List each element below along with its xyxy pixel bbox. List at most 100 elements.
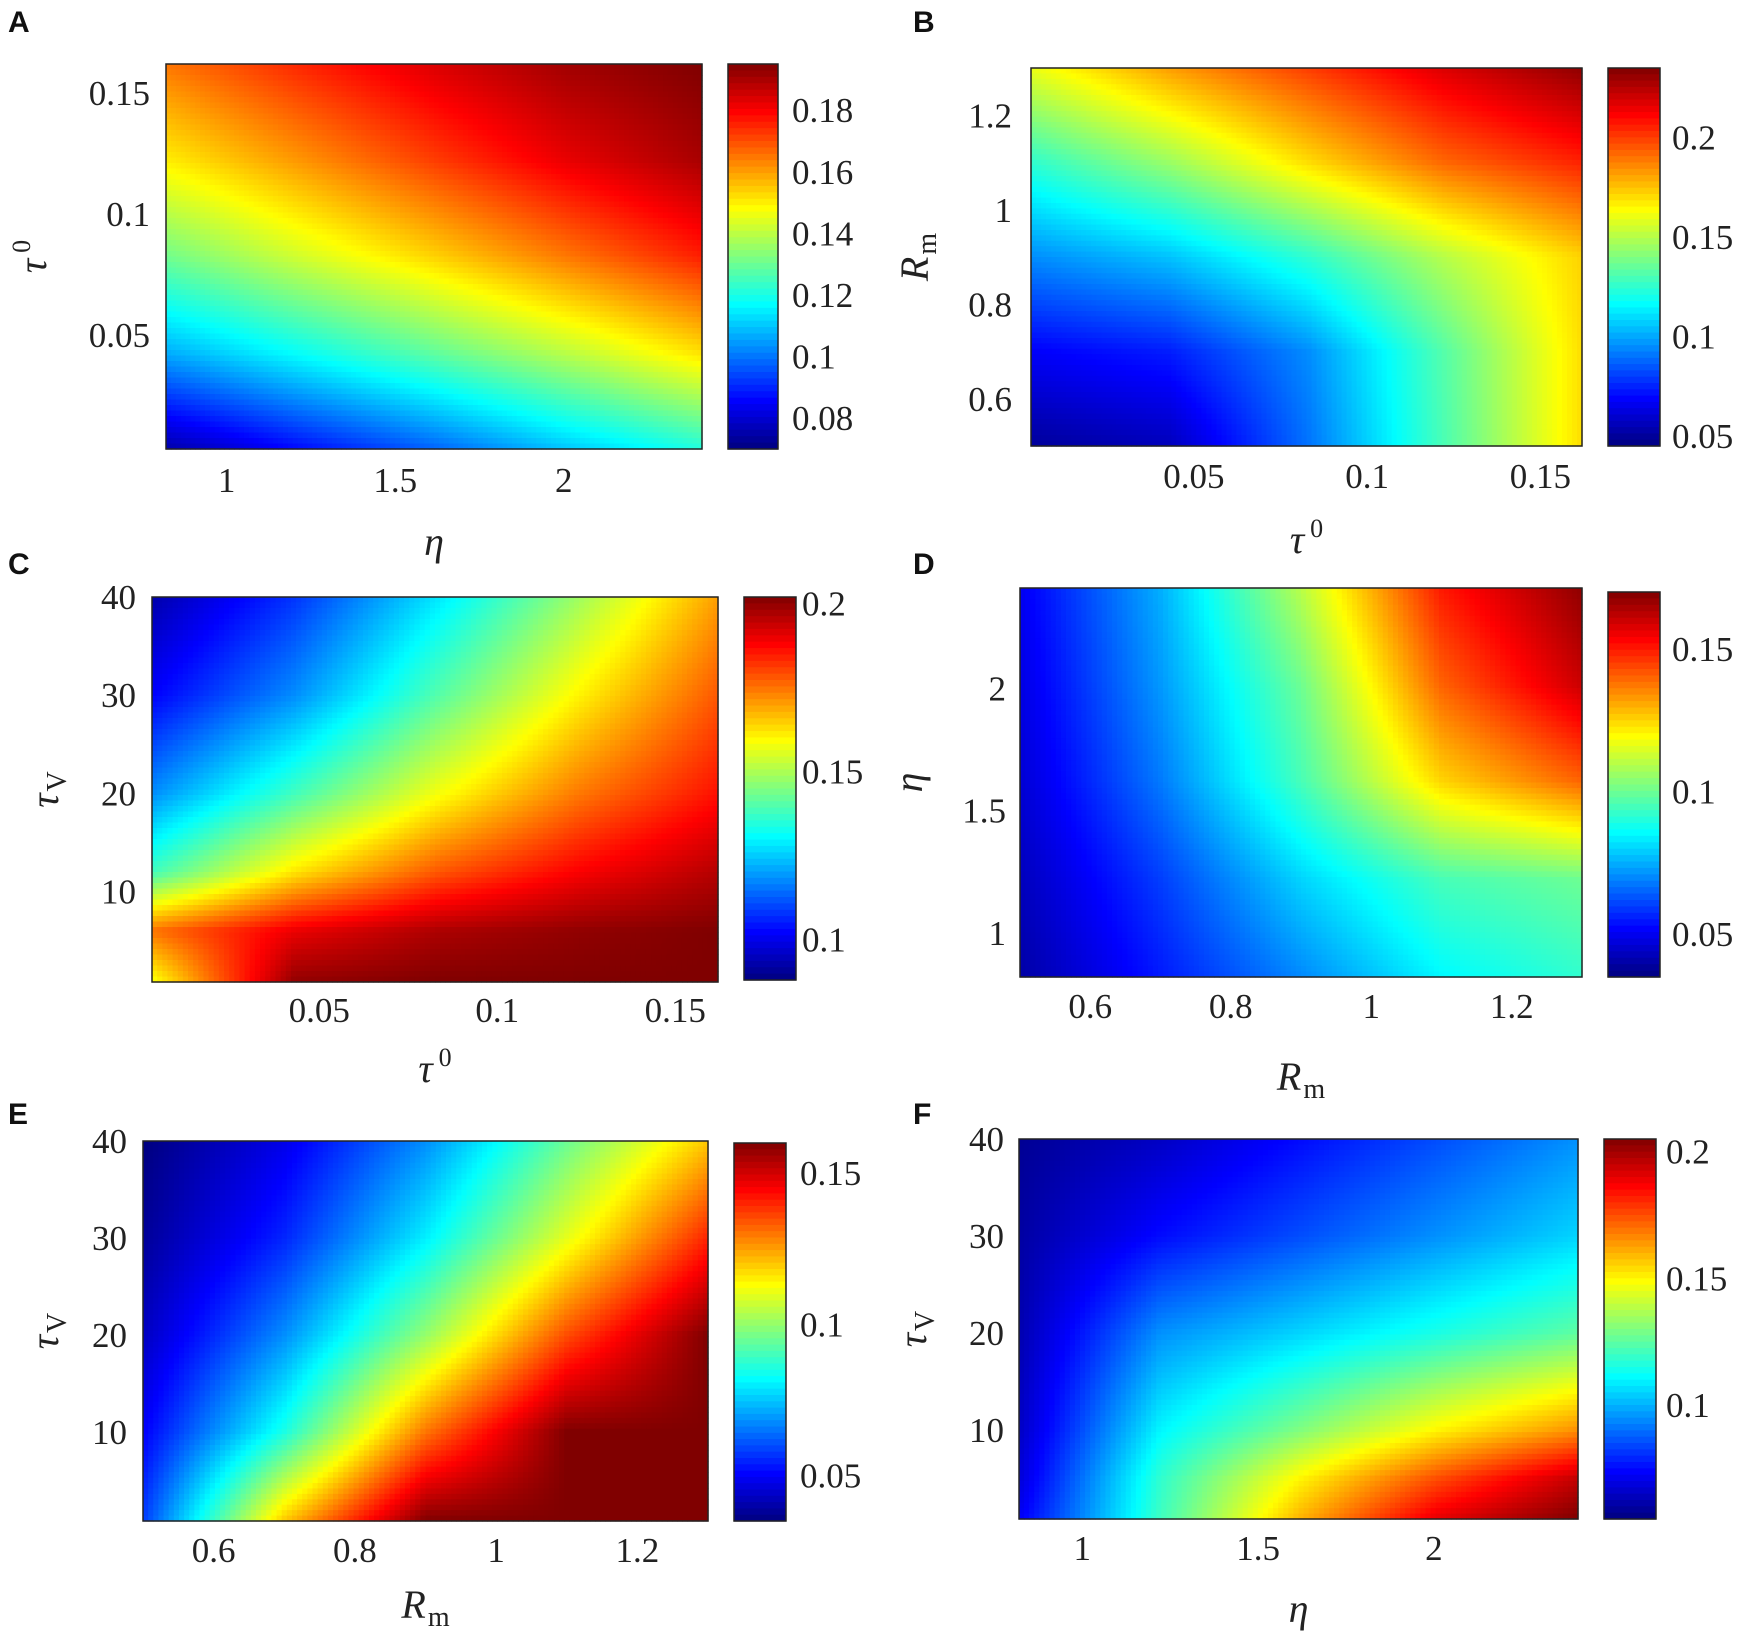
heatmap-cell <box>682 102 688 109</box>
heatmap-cell <box>170 174 177 181</box>
heatmap-cell <box>243 212 250 219</box>
heatmap-cell <box>531 190 537 197</box>
heatmap-cell <box>448 223 455 230</box>
heatmap-cell <box>468 75 474 82</box>
heatmap-cell <box>195 267 201 274</box>
heatmap-cell <box>619 163 625 170</box>
heatmap-cell <box>560 229 567 236</box>
heatmap-cell <box>658 300 664 307</box>
heatmap-cell <box>170 207 177 214</box>
heatmap-cell <box>497 251 503 258</box>
heatmap-cell <box>375 141 381 148</box>
heatmap-cell <box>594 163 601 170</box>
heatmap-cell <box>438 306 445 313</box>
heatmap-cell <box>565 163 572 170</box>
heatmap-cell <box>507 146 513 153</box>
heatmap-cell <box>589 234 596 241</box>
heatmap-cell <box>594 91 601 98</box>
heatmap-cell <box>336 207 343 214</box>
heatmap-cell <box>619 256 625 263</box>
heatmap-cell <box>585 163 591 170</box>
heatmap-cell <box>390 119 396 126</box>
heatmap-cell <box>307 168 313 175</box>
heatmap-cell <box>404 256 411 263</box>
heatmap-cell <box>672 146 679 153</box>
heatmap-cell <box>200 262 206 269</box>
heatmap-cell <box>687 218 693 225</box>
heatmap-cell <box>648 69 654 76</box>
heatmap-cell <box>253 113 260 120</box>
heatmap-cell <box>624 86 630 93</box>
heatmap-cell <box>463 135 469 142</box>
heatmap-cell <box>653 157 659 164</box>
heatmap-cell <box>234 278 240 285</box>
heatmap-cell <box>487 223 494 230</box>
heatmap-cell <box>170 102 177 109</box>
heatmap-cell <box>404 108 411 115</box>
heatmap-cell <box>667 262 674 269</box>
heatmap-cell <box>536 130 542 137</box>
heatmap-cell <box>365 124 372 131</box>
heatmap-cell <box>351 157 357 164</box>
heatmap-cell <box>312 262 318 269</box>
heatmap-cell <box>341 102 347 109</box>
heatmap-cell <box>565 146 572 153</box>
heatmap-cell <box>278 135 284 142</box>
heatmap-cell <box>204 124 211 131</box>
heatmap-cell <box>170 300 177 307</box>
heatmap-cell <box>229 163 235 170</box>
heatmap-cell <box>190 306 196 313</box>
heatmap-cell <box>263 190 269 197</box>
heatmap-cell <box>326 168 333 175</box>
heatmap-cell <box>200 152 206 159</box>
heatmap-cell <box>653 229 659 236</box>
heatmap-cell <box>594 86 601 93</box>
heatmap-cell <box>351 146 357 153</box>
heatmap-cell <box>633 97 640 104</box>
heatmap-cell <box>468 267 474 274</box>
heatmap-cell <box>619 218 625 225</box>
heatmap-cell <box>263 201 269 208</box>
heatmap-cell <box>287 86 294 93</box>
heatmap-cell <box>536 141 542 148</box>
heatmap-cell <box>248 262 255 269</box>
heatmap-cell <box>253 80 260 87</box>
heatmap-cell <box>472 86 479 93</box>
heatmap-cell <box>560 130 567 137</box>
heatmap-cell <box>170 306 177 313</box>
heatmap-cell <box>672 240 679 247</box>
heatmap-cell <box>287 80 294 87</box>
heatmap-cell <box>219 311 226 318</box>
heatmap-cell <box>170 91 177 98</box>
heatmap-cell <box>682 141 688 148</box>
heatmap-cell <box>302 179 308 186</box>
heatmap-cell <box>453 229 459 236</box>
heatmap-cell <box>214 80 221 87</box>
heatmap-cell <box>570 300 576 307</box>
heatmap-cell <box>575 91 581 98</box>
heatmap-cell <box>258 80 265 87</box>
heatmap-cell <box>346 135 352 142</box>
heatmap-cell <box>404 190 411 197</box>
heatmap-cell <box>195 135 201 142</box>
heatmap-cell <box>531 273 537 280</box>
heatmap-cell <box>663 152 669 159</box>
heatmap-cell <box>663 234 669 241</box>
heatmap-cell <box>195 97 201 104</box>
heatmap-cell <box>443 273 450 280</box>
heatmap-cell <box>492 141 498 148</box>
heatmap-cell <box>404 146 411 153</box>
heatmap-cell <box>224 91 230 98</box>
heatmap-cell <box>555 196 562 203</box>
heatmap-cell <box>180 190 187 197</box>
heatmap-cell <box>395 289 401 296</box>
heatmap-cell <box>185 196 191 203</box>
heatmap-cell <box>287 278 294 285</box>
heatmap-cell <box>546 163 552 170</box>
heatmap-cell <box>653 152 659 159</box>
heatmap-cell <box>258 135 265 142</box>
heatmap-cell <box>219 218 226 225</box>
heatmap-cell <box>526 108 533 115</box>
heatmap-cell <box>390 207 396 214</box>
heatmap-cell <box>658 135 664 142</box>
